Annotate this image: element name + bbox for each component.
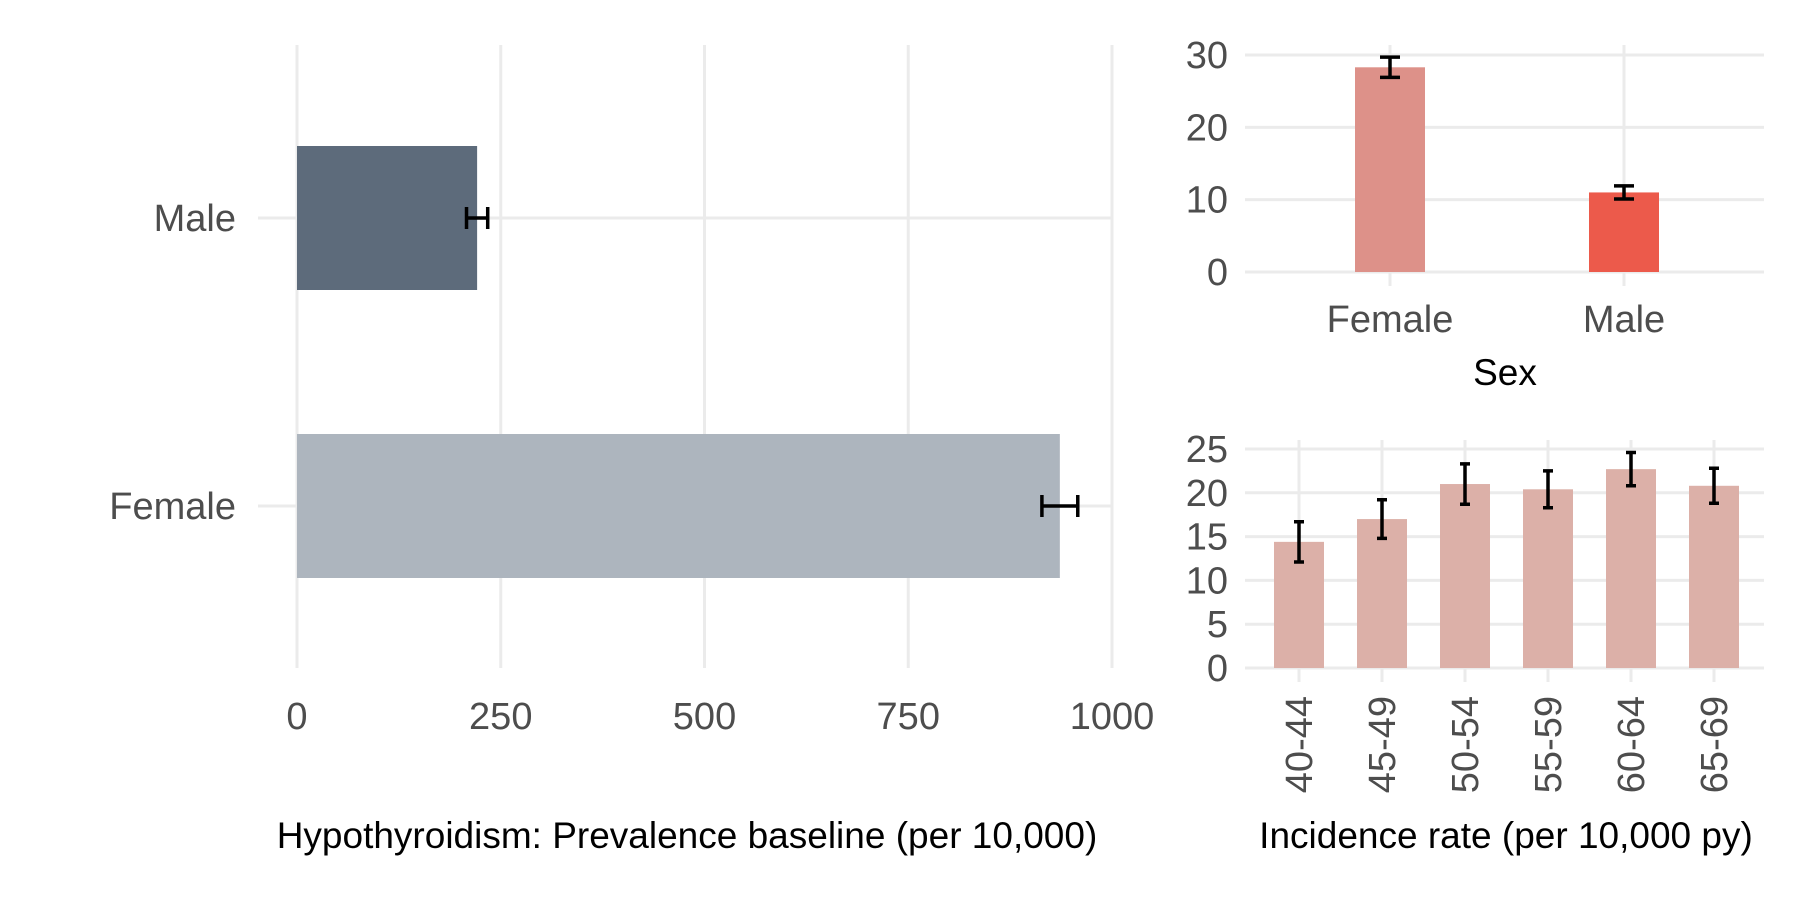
sex-bar-male: [1589, 192, 1659, 272]
prevalence-bars: [297, 146, 1060, 578]
sex-category-labels: Female Male: [1327, 299, 1666, 341]
age-category-label-40-44: 40-44: [1279, 696, 1321, 793]
sex-y-tick-label-20: 20: [1186, 107, 1228, 149]
sex-y-tick-label-0: 0: [1207, 252, 1228, 294]
age-error-bar-45-49: [1377, 498, 1387, 541]
age-category-label-55-59: 55-59: [1528, 696, 1570, 793]
age-y-tick-label-25: 25: [1186, 429, 1228, 471]
age-y-tick-label-5: 5: [1207, 604, 1228, 646]
age-y-tick-label-0: 0: [1207, 648, 1228, 690]
age-error-bar-65-69: [1709, 466, 1719, 506]
prevalence-error-bars: [464, 207, 1080, 517]
age-bar-55-59: [1523, 489, 1573, 668]
age-category-labels: 40-44 45-49 50-54 55-59 60-64 65-69: [1279, 696, 1736, 793]
sex-error-bar-male: [1614, 184, 1634, 201]
prevalence-bar-male: [297, 146, 478, 290]
prevalence-tick-label-250: 250: [469, 696, 532, 738]
age-y-tick-label-10: 10: [1186, 560, 1228, 602]
sex-x-axis-title: Sex: [1473, 352, 1537, 393]
prevalence-tick-label-750: 750: [877, 696, 940, 738]
prevalence-bar-female: [297, 434, 1060, 578]
age-x-axis-title: Incidence rate (per 10,000 py): [1259, 815, 1753, 856]
prevalence-category-label-female: Female: [109, 486, 236, 528]
age-y-tick-label-20: 20: [1186, 473, 1228, 515]
sex-category-label-female: Female: [1327, 299, 1454, 341]
age-bars: [1274, 469, 1739, 668]
sex-bars: [1355, 67, 1659, 273]
prevalence-tick-labels: 0 250 500 750 1000: [286, 696, 1154, 738]
age-category-label-60-64: 60-64: [1611, 696, 1653, 793]
prevalence-error-bar-male: [464, 207, 490, 229]
incidence-by-sex-chart: 0 10 20 30 Female Male Sex: [1186, 35, 1764, 393]
age-category-label-65-69: 65-69: [1694, 696, 1736, 793]
age-error-bar-50-54: [1460, 462, 1470, 506]
sex-y-tick-label-10: 10: [1186, 180, 1228, 222]
prevalence-chart: Male Female 0 250 500 750 1000 Hypothyroidism…: [109, 45, 1154, 856]
age-error-bar-55-59: [1543, 469, 1553, 510]
prevalence-tick-label-500: 500: [673, 696, 736, 738]
prevalence-x-axis-title: Hypothyroidism: Prevalence baseline (per…: [277, 815, 1098, 856]
age-error-bar-40-44: [1294, 519, 1304, 564]
age-bar-45-49: [1357, 519, 1407, 668]
age-bar-60-64: [1606, 469, 1656, 668]
age-y-tick-label-15: 15: [1186, 517, 1228, 559]
age-bar-65-69: [1689, 485, 1739, 668]
sex-bar-female: [1355, 67, 1425, 273]
sex-error-bars: [1380, 55, 1634, 201]
sex-category-label-male: Male: [1583, 299, 1665, 341]
sex-y-tick-label-30: 30: [1186, 35, 1228, 77]
prevalence-category-labels: Male Female: [109, 198, 236, 528]
age-bar-50-54: [1440, 484, 1490, 668]
prevalence-error-bar-female: [1040, 495, 1080, 517]
age-error-bar-60-64: [1626, 450, 1636, 488]
age-error-bars: [1294, 450, 1719, 564]
prevalence-tick-label-0: 0: [286, 696, 307, 738]
sex-y-tick-labels: 0 10 20 30: [1186, 35, 1228, 294]
prevalence-tick-label-1000: 1000: [1070, 696, 1155, 738]
sex-gridlines: [1245, 45, 1764, 286]
sex-error-bar-female: [1380, 55, 1400, 80]
prevalence-category-label-male: Male: [154, 198, 236, 240]
age-category-label-45-49: 45-49: [1362, 696, 1404, 793]
age-category-label-50-54: 50-54: [1445, 696, 1487, 793]
